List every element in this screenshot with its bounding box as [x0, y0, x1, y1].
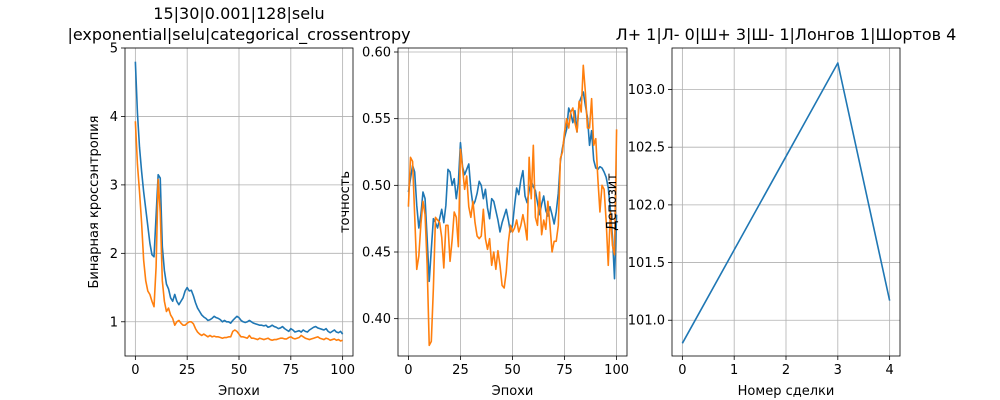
chart-title-line-2: |exponential|selu|categorical_crossentro…	[67, 25, 410, 45]
y-tick-label: 102.0	[628, 198, 665, 213]
y-tick-label: 0.60	[362, 46, 391, 61]
chart-panel-2: 0 25 50 75 100 0.40 0.45 0.50 0.55 0.60 Эпохи точно…	[338, 46, 629, 400]
x-tick-label: 4	[885, 363, 893, 378]
chart-title-line-1: 15|30|0.001|128|selu	[153, 4, 324, 23]
x-tick-label: 100	[330, 363, 355, 378]
series-line-1	[134, 61, 344, 335]
x-tick-label: 25	[179, 363, 196, 378]
x-tick-label: 0	[678, 363, 686, 378]
x-axis-label: Номер сделки	[738, 384, 835, 399]
x-tick-label: 75	[283, 363, 300, 378]
y-tick-label: 3	[110, 178, 118, 193]
x-axis-label: Эпохи	[492, 384, 534, 399]
y-tick-label: 5	[110, 42, 118, 57]
y-axis-label: точность	[338, 171, 353, 233]
y-tick-label: 102.5	[628, 141, 665, 156]
y-tick-label: 4	[110, 110, 118, 125]
axes-frame	[671, 47, 901, 357]
y-tick-label: 0.40	[362, 312, 391, 327]
x-tick-label: 2	[782, 363, 790, 378]
series-line-1	[681, 62, 891, 344]
x-axis-label: Эпохи	[218, 384, 260, 399]
y-tick-label: 0.55	[362, 112, 391, 127]
y-axis-label: Бинарная кроссэнтропия	[87, 115, 102, 288]
x-tick-label: 0	[131, 363, 139, 378]
y-tick-label: 0.45	[362, 246, 391, 261]
axes-frame	[397, 47, 628, 357]
y-tick-label: 2	[110, 247, 118, 262]
y-tick-label: 103.0	[628, 83, 665, 98]
y-tick-label: 101.5	[628, 256, 665, 271]
y-tick-label: 1	[110, 315, 118, 330]
chart-panel-1: 0 25 50 75 100 1 2 3 4 5 Эпохи Бинарная кроссэнтроп…	[67, 4, 410, 399]
series-line-2	[407, 64, 618, 347]
x-tick-label: 1	[730, 363, 738, 378]
x-tick-label: 0	[404, 363, 412, 378]
x-tick-label: 75	[556, 363, 573, 378]
y-tick-label: 101.0	[628, 314, 665, 329]
x-tick-label: 50	[504, 363, 521, 378]
y-axis-label: Депозит	[605, 173, 620, 231]
chart-panel-3: 0 1 2 3 4 101.0 101.5 102.0 102.5 103.0 Номер сдел…	[605, 25, 956, 399]
y-tick-label: 0.50	[362, 179, 391, 194]
x-tick-label: 50	[231, 363, 248, 378]
x-tick-label: 3	[834, 363, 842, 378]
x-tick-label: 100	[604, 363, 629, 378]
x-tick-label: 25	[452, 363, 469, 378]
series-line-2	[134, 121, 343, 342]
axes-frame	[124, 47, 354, 357]
chart-title-line-1: Л+ 1|Л- 0|Ш+ 3|Ш- 1|Лонгов 1|Шортов 4	[616, 25, 957, 44]
